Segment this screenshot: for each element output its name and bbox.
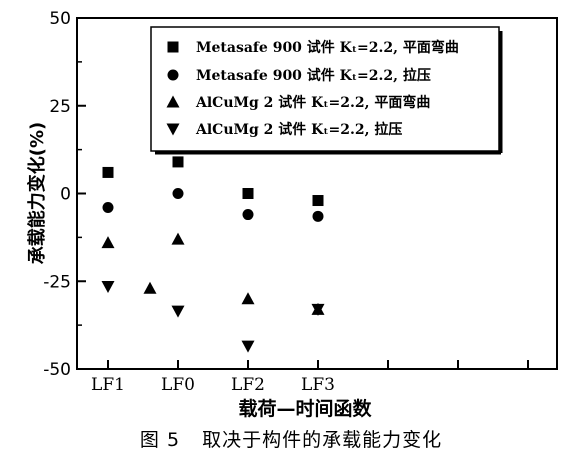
legend: Metasafe 900 试件 Kₜ=2.2, 平面弯曲 Metasafe 900… (166, 39, 459, 138)
y-tick-label: 0 (60, 185, 71, 205)
caption-text: 取决于构件的承载能力变化 (202, 429, 443, 451)
y-tick-label: 25 (49, 97, 71, 117)
data-point-series-2 (312, 210, 324, 222)
y-tick-label: -25 (43, 272, 71, 292)
y-tick-label: 50 (49, 9, 71, 29)
data-point-series-4 (171, 305, 185, 318)
x-tick-label: LF1 (91, 375, 125, 395)
y-axis-label: 承载能力变化(%) (26, 122, 48, 265)
y-tick-label: -50 (43, 360, 71, 380)
x-tick-label: LF3 (301, 375, 335, 395)
legend-marker-2 (167, 69, 179, 81)
data-point-extra (143, 281, 157, 294)
data-point-series-3 (241, 292, 255, 305)
data-point-series-2 (242, 209, 254, 221)
legend-label-3: AlCuMg 2 试件 Kₜ=2.2, 平面弯曲 (195, 94, 430, 111)
legend-marker-1 (167, 41, 179, 53)
data-marks (101, 156, 325, 353)
caption-number: 图 5 (139, 429, 181, 451)
data-point-series-1 (172, 156, 184, 168)
legend-marker-4 (166, 123, 180, 136)
legend-label-4: AlCuMg 2 试件 Kₜ=2.2, 拉压 (195, 121, 402, 138)
data-point-series-2 (102, 202, 114, 214)
legend-marker-3 (166, 95, 180, 108)
data-point-series-1 (242, 188, 254, 199)
x-axis: LF1 LF0 LF2 LF3 (91, 360, 529, 395)
data-point-series-4 (311, 303, 325, 316)
data-point-series-3 (101, 236, 115, 249)
data-point-series-1 (312, 195, 324, 207)
legend-label-2: Metasafe 900 试件 Kₜ=2.2, 拉压 (196, 67, 431, 84)
data-point-series-1 (102, 166, 114, 178)
x-axis-label: 载荷—时间函数 (238, 397, 372, 420)
legend-box (150, 26, 500, 152)
chart: 50 25 0 -25 -50 LF1 LF0 LF2 LF3 Metasafe 900 试件… (26, 9, 558, 420)
data-point-series-3 (171, 232, 185, 245)
legend-label-1: Metasafe 900 试件 Kₜ=2.2, 平面弯曲 (196, 39, 459, 56)
data-point-series-2 (172, 188, 184, 199)
y-axis: 50 25 0 -25 -50 (43, 9, 86, 380)
data-point-series-4 (101, 281, 115, 294)
x-tick-label: LF2 (231, 375, 265, 395)
data-point-series-4 (241, 340, 255, 353)
x-tick-label: LF0 (161, 375, 195, 395)
figure-caption: 图 5 取决于构件的承载能力变化 (0, 425, 582, 452)
